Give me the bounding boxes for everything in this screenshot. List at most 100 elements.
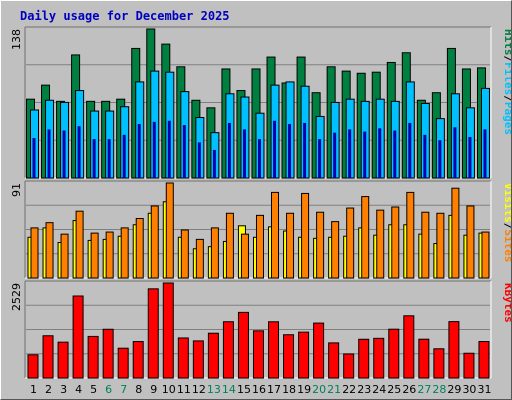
sites-bar bbox=[301, 192, 310, 279]
x-day-label: 5 bbox=[90, 383, 97, 396]
x-day-label: 13 bbox=[207, 383, 221, 396]
pages-bar bbox=[378, 128, 382, 178]
kbytes-bar bbox=[313, 322, 325, 379]
sites-bar bbox=[240, 233, 249, 279]
kbytes-bar bbox=[192, 340, 204, 379]
sites-bar bbox=[421, 211, 430, 279]
kbytes-bar bbox=[252, 330, 264, 379]
x-day-label: 8 bbox=[135, 383, 142, 396]
pages-bar bbox=[453, 127, 457, 178]
pages-bar bbox=[227, 122, 231, 178]
x-day-label: 1 bbox=[30, 383, 37, 396]
pages-bar bbox=[257, 139, 261, 178]
legend-middle: Visits/Sites bbox=[502, 183, 511, 263]
x-day-label: 7 bbox=[120, 383, 127, 396]
x-day-label: 2 bbox=[45, 383, 52, 396]
x-day-label: 3 bbox=[60, 383, 67, 396]
sites-bar bbox=[210, 227, 219, 279]
x-day-label: 14 bbox=[222, 383, 236, 396]
kbytes-bar bbox=[268, 321, 280, 379]
kbytes-bar bbox=[132, 341, 144, 379]
pages-bar bbox=[62, 130, 66, 178]
x-day-label: 19 bbox=[297, 383, 311, 396]
pages-bar bbox=[468, 136, 472, 178]
legend-bottom: KBytes bbox=[502, 283, 511, 323]
kbytes-bar bbox=[27, 354, 39, 379]
kbytes-bar bbox=[358, 338, 370, 379]
x-day-label: 22 bbox=[342, 383, 356, 396]
x-day-label: 30 bbox=[462, 383, 476, 396]
legend-top: Hits/Files/Pages bbox=[502, 29, 511, 135]
kbytes-bar bbox=[463, 352, 475, 379]
sites-bar bbox=[105, 231, 114, 279]
y-max-label: 138 bbox=[10, 29, 23, 50]
sites-bar bbox=[135, 217, 144, 279]
kbytes-bar bbox=[117, 347, 129, 379]
x-day-label: 20 bbox=[312, 383, 326, 396]
legend-middle-text: Visits/Sites bbox=[502, 183, 511, 263]
pages-bar bbox=[32, 138, 36, 178]
pages-bar bbox=[182, 125, 186, 178]
sites-bar bbox=[376, 209, 385, 279]
sites-bar bbox=[466, 205, 475, 279]
kbytes-bar bbox=[177, 337, 189, 379]
sites-bar bbox=[180, 229, 189, 279]
sites-bar bbox=[195, 238, 204, 279]
kbytes-bar bbox=[478, 341, 490, 379]
pages-bar bbox=[122, 134, 126, 178]
kbytes-bar bbox=[162, 282, 174, 379]
x-day-label: 24 bbox=[372, 383, 386, 396]
pages-bar bbox=[438, 140, 442, 178]
pages-bar bbox=[483, 129, 487, 178]
sites-bar bbox=[481, 231, 490, 279]
legend-visits: Visits bbox=[502, 183, 511, 223]
sites-bar bbox=[316, 211, 325, 279]
kbytes-bar bbox=[207, 332, 219, 379]
y-max-label: 91 bbox=[10, 183, 23, 197]
pages-bar bbox=[318, 139, 322, 178]
pages-bar bbox=[107, 139, 111, 178]
pages-bar bbox=[212, 149, 216, 178]
pages-bar bbox=[393, 130, 397, 178]
legend-separator: / bbox=[502, 56, 511, 63]
sites-bar bbox=[451, 187, 460, 279]
legend-files: Files bbox=[502, 62, 511, 95]
sites-bar bbox=[255, 214, 264, 279]
x-day-label: 4 bbox=[75, 383, 82, 396]
kbytes-bar bbox=[343, 353, 355, 379]
sites-bar bbox=[346, 207, 355, 279]
pages-bar bbox=[137, 124, 141, 178]
kbytes-bar bbox=[403, 315, 415, 379]
kbytes-bar bbox=[328, 342, 340, 379]
kbytes-bar bbox=[222, 321, 234, 379]
x-day-label: 23 bbox=[357, 383, 371, 396]
x-day-label: 18 bbox=[282, 383, 296, 396]
kbytes-bar bbox=[433, 348, 445, 379]
x-day-label: 10 bbox=[162, 383, 176, 396]
pages-bar bbox=[167, 120, 171, 178]
kbytes-bar bbox=[102, 328, 114, 379]
pages-bar bbox=[47, 129, 51, 178]
x-day-label: 11 bbox=[177, 383, 191, 396]
sites-bar bbox=[150, 205, 159, 279]
legend-bottom-text: KBytes bbox=[502, 283, 511, 323]
x-day-label: 17 bbox=[267, 383, 281, 396]
kbytes-bar bbox=[147, 288, 159, 379]
kbytes-bar bbox=[57, 341, 69, 379]
x-day-label: 27 bbox=[417, 383, 431, 396]
pages-bar bbox=[77, 126, 81, 178]
pages-bar bbox=[423, 134, 427, 178]
sites-bar bbox=[271, 191, 280, 279]
pages-bar bbox=[408, 122, 412, 178]
sites-bar bbox=[75, 210, 84, 279]
x-day-label: 12 bbox=[192, 383, 206, 396]
sites-bar bbox=[90, 232, 99, 279]
pages-bar bbox=[273, 120, 277, 178]
sites-bar bbox=[30, 227, 39, 279]
legend-pages: Pages bbox=[502, 102, 511, 135]
sites-bar bbox=[120, 227, 129, 279]
x-day-label: 26 bbox=[402, 383, 416, 396]
sites-bar bbox=[331, 221, 340, 279]
legend-separator: / bbox=[502, 223, 511, 230]
